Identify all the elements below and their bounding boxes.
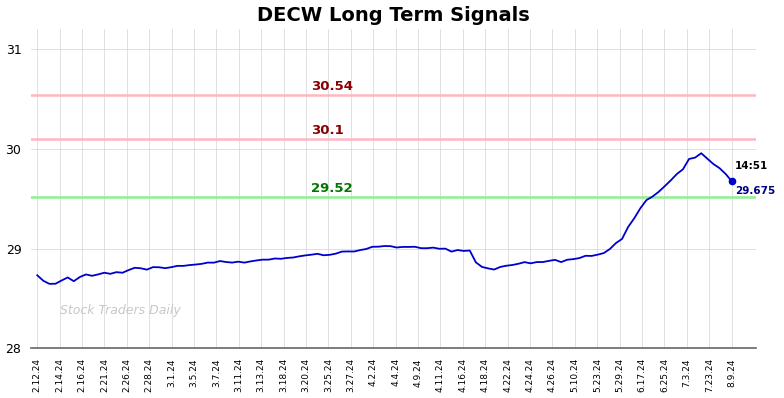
Text: 14:51: 14:51 [735, 161, 768, 171]
Text: Stock Traders Daily: Stock Traders Daily [60, 304, 181, 316]
Text: 30.54: 30.54 [311, 80, 354, 93]
Text: 29.675: 29.675 [735, 186, 775, 196]
Title: DECW Long Term Signals: DECW Long Term Signals [257, 6, 530, 25]
Text: 30.1: 30.1 [311, 124, 344, 137]
Text: 29.52: 29.52 [311, 181, 353, 195]
